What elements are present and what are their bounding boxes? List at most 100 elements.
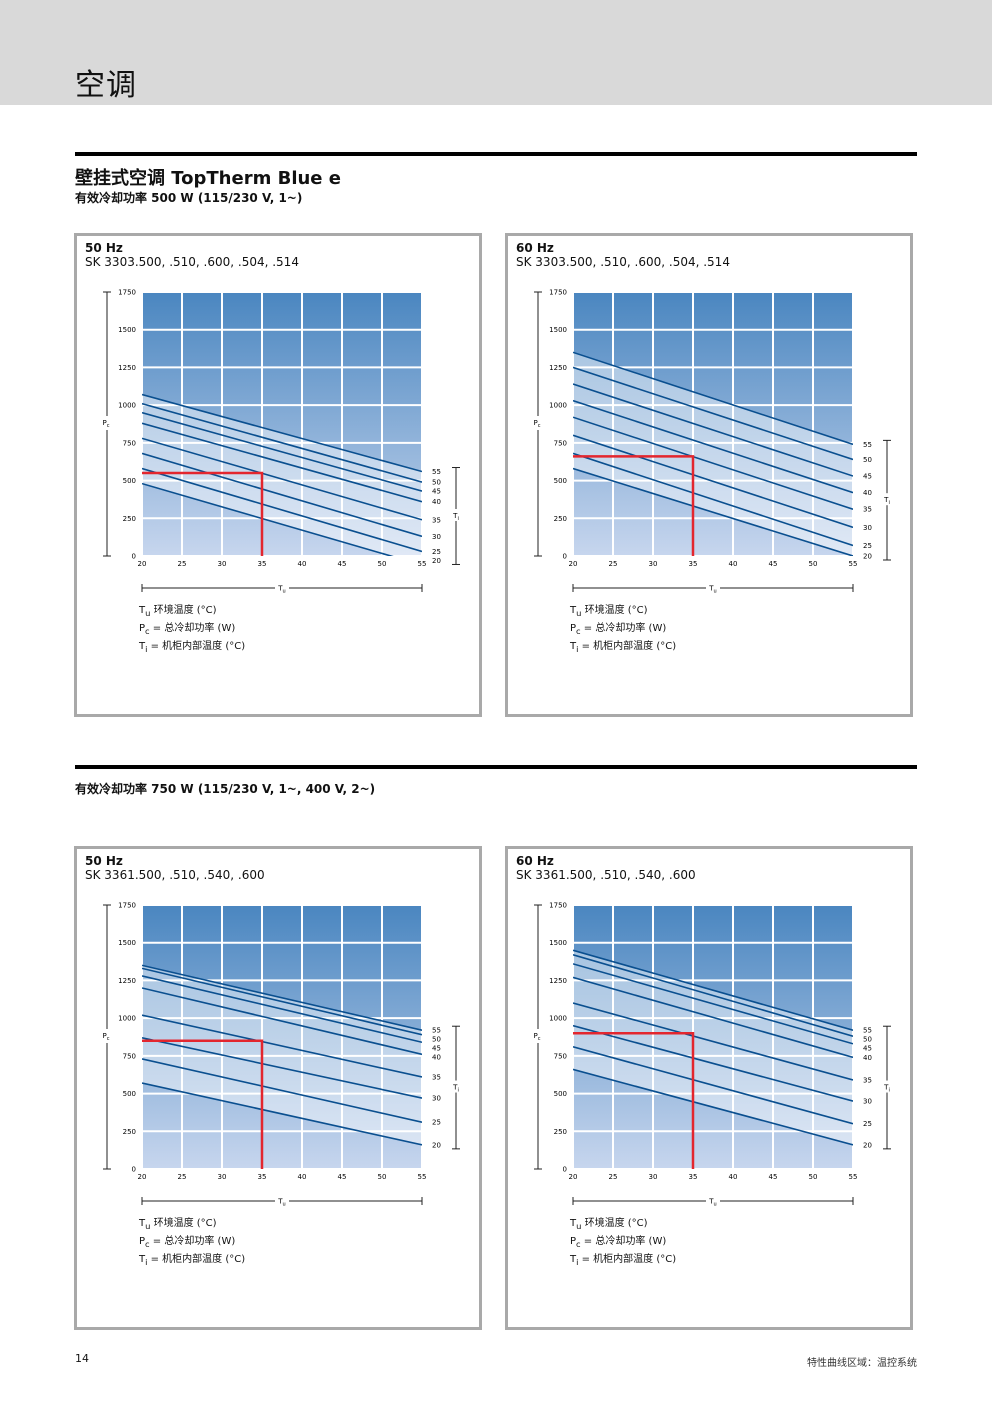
- ti-label-30: 30: [863, 524, 872, 532]
- series-line-ti-50: [142, 967, 422, 1036]
- y-tick-label: 1500: [549, 939, 567, 947]
- series-line-ti-35: [573, 416, 853, 510]
- series-line-ti-25: [142, 1058, 422, 1124]
- legend-tu: Tu 环境温度 (°C): [570, 1218, 648, 1231]
- x-tick-label: 40: [729, 1173, 738, 1181]
- y-tick-label: 750: [123, 1052, 136, 1060]
- legend-ti: Ti = 机柜内部温度 (°C): [139, 641, 246, 654]
- plot-area: [142, 292, 422, 556]
- ti-label-45: 45: [432, 1045, 441, 1053]
- legend: Tu 环境温度 (°C) Pc = 总冷却功率 (W) Ti = 机柜内部温度 …: [570, 603, 676, 657]
- x-tick-label: 45: [338, 1173, 347, 1181]
- x-tick-label: 35: [689, 560, 698, 568]
- series-line-ti-35: [142, 1014, 422, 1078]
- series-line-ti-30: [142, 452, 422, 538]
- ti-label-55: 55: [432, 468, 441, 476]
- x-axis-label-bg: [275, 583, 289, 593]
- section-rule-top: [75, 152, 917, 156]
- x-tick-label: 20: [138, 560, 147, 568]
- series-line-ti-30: [142, 1036, 422, 1099]
- legend-pc: Pc = 总冷却功率 (W): [139, 623, 236, 636]
- x-tick-label: 30: [649, 1173, 658, 1181]
- y-tick-label: 1750: [118, 289, 136, 297]
- x-tick-label: 20: [569, 1173, 578, 1181]
- ti-label-bg: [450, 508, 462, 521]
- series-line-ti-55: [573, 351, 853, 446]
- panel-frequency: 50 Hz: [85, 241, 123, 255]
- y-tick-label: 750: [554, 439, 567, 447]
- y-tick-label: 0: [563, 553, 567, 561]
- legend-ti: Ti = 机柜内部温度 (°C): [570, 641, 677, 654]
- ti-label-50: 50: [863, 456, 872, 464]
- ti-label-55: 55: [432, 1027, 441, 1035]
- curve-band: [573, 950, 853, 1145]
- x-tick-label: 25: [609, 1173, 618, 1181]
- panel-model-list: SK 3303.500, .510, .600, .504, .514: [85, 255, 299, 269]
- series-line-ti-50: [142, 402, 422, 483]
- x-tick-label: 30: [218, 1173, 227, 1181]
- y-tick-label: 250: [123, 1128, 136, 1136]
- panel-model-list: SK 3303.500, .510, .600, .504, .514: [516, 255, 730, 269]
- y-tick-label: 500: [123, 477, 136, 485]
- ti-label-25: 25: [863, 542, 872, 550]
- y-tick-label: 250: [123, 515, 136, 523]
- x-tick-label: 45: [769, 560, 778, 568]
- x-tick-label: 25: [178, 1173, 187, 1181]
- ti-label-40: 40: [863, 1054, 872, 1062]
- page-title: 空调: [75, 68, 137, 103]
- x-axis-label-bg: [706, 1196, 720, 1206]
- series-line-ti-50: [573, 954, 853, 1038]
- curve-band: [142, 965, 422, 1145]
- series-line-ti-55: [142, 393, 422, 473]
- x-tick-label: 25: [178, 560, 187, 568]
- ti-label-45: 45: [863, 473, 872, 481]
- series-line-ti-45: [573, 383, 853, 477]
- y-tick-label: 1500: [549, 326, 567, 334]
- x-tick-label: 20: [569, 560, 578, 568]
- operating-point-marker: [573, 455, 695, 556]
- ti-label-40: 40: [863, 489, 872, 497]
- series-line-ti-25: [573, 452, 853, 547]
- ti-label-35: 35: [863, 1076, 872, 1084]
- series-line-ti-30: [573, 434, 853, 529]
- x-axis-label-bg: [275, 1196, 289, 1206]
- ti-axis-label: Ti: [883, 1084, 890, 1094]
- chart-panel-500w-50hz: 50 Hz SK 3303.500, .510, .600, .504, .51…: [74, 233, 482, 717]
- ti-label-45: 45: [863, 1045, 872, 1053]
- legend: Tu 环境温度 (°C) Pc = 总冷却功率 (W) Ti = 机柜内部温度 …: [139, 1216, 245, 1270]
- y-tick-label: 1250: [118, 364, 136, 372]
- x-axis-label: Tu: [708, 585, 716, 595]
- ti-label-55: 55: [863, 441, 872, 449]
- x-tick-label: 25: [609, 560, 618, 568]
- y-tick-label: 1750: [549, 289, 567, 297]
- ti-label-35: 35: [432, 516, 441, 524]
- x-tick-label: 35: [258, 560, 267, 568]
- series-line-ti-25: [573, 1046, 853, 1125]
- y-tick-label: 0: [132, 1166, 136, 1174]
- legend: Tu 环境温度 (°C) Pc = 总冷却功率 (W) Ti = 机柜内部温度 …: [570, 1216, 676, 1270]
- ti-label-20: 20: [432, 1141, 441, 1149]
- panel-model-list: SK 3361.500, .510, .540, .600: [85, 868, 265, 882]
- series-line-ti-20: [573, 1068, 853, 1146]
- series-line-ti-25: [142, 467, 422, 553]
- y-tick-label: 1000: [118, 402, 136, 410]
- ti-label-25: 25: [432, 548, 441, 556]
- series-line-ti-55: [142, 964, 422, 1031]
- ti-label-25: 25: [432, 1119, 441, 1127]
- x-axis-label-bg: [706, 583, 720, 593]
- panel-frequency: 60 Hz: [516, 854, 554, 868]
- ti-label-50: 50: [432, 1036, 441, 1044]
- series-line-ti-40: [142, 987, 422, 1056]
- x-tick-label: 40: [298, 560, 307, 568]
- x-tick-label: 55: [418, 1173, 427, 1181]
- y-axis-label: Pc: [534, 419, 541, 429]
- y-tick-label: 1750: [549, 902, 567, 910]
- y-tick-label: 500: [554, 1090, 567, 1098]
- ti-label-35: 35: [432, 1073, 441, 1081]
- legend-tu: Tu 环境温度 (°C): [139, 605, 217, 618]
- ti-label-30: 30: [432, 533, 441, 541]
- ti-label-40: 40: [432, 1054, 441, 1062]
